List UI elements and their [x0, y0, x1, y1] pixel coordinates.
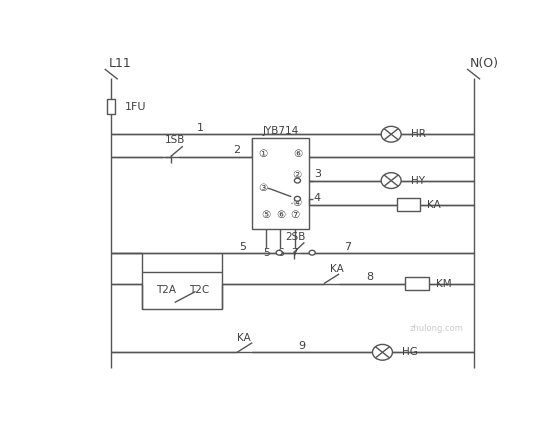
- Text: N(O): N(O): [469, 58, 498, 70]
- Text: 8: 8: [366, 273, 373, 282]
- Text: T2A: T2A: [156, 285, 176, 296]
- Text: 9: 9: [298, 341, 306, 351]
- Text: ⑦: ⑦: [290, 210, 300, 220]
- Text: HY: HY: [410, 176, 424, 186]
- Circle shape: [295, 178, 301, 183]
- Text: JYB714: JYB714: [263, 127, 298, 136]
- Text: 2SB: 2SB: [286, 232, 306, 242]
- Text: ①: ①: [259, 149, 268, 159]
- Text: 2: 2: [234, 145, 241, 155]
- Text: HG: HG: [402, 347, 418, 357]
- Circle shape: [276, 250, 282, 255]
- Text: 4: 4: [314, 194, 321, 203]
- Text: ④: ④: [292, 198, 301, 208]
- Circle shape: [381, 173, 401, 189]
- Bar: [396, 198, 421, 211]
- Text: 1SB: 1SB: [165, 135, 185, 145]
- Text: 6: 6: [277, 248, 284, 258]
- Circle shape: [295, 196, 301, 201]
- Text: 5: 5: [239, 242, 246, 252]
- Text: 7: 7: [344, 242, 351, 252]
- Text: HR: HR: [410, 129, 426, 139]
- Bar: [405, 277, 429, 290]
- Bar: [252, 138, 309, 229]
- Text: ③: ③: [259, 183, 268, 194]
- Text: KA: KA: [330, 264, 344, 274]
- Text: KA: KA: [237, 333, 250, 343]
- Text: 1FU: 1FU: [125, 102, 146, 112]
- Text: 1: 1: [197, 123, 204, 133]
- Text: ⑥: ⑥: [276, 210, 285, 220]
- Circle shape: [372, 344, 393, 360]
- Circle shape: [381, 126, 401, 142]
- Text: 3: 3: [314, 169, 321, 179]
- Text: ②: ②: [292, 170, 301, 181]
- Text: ⑤: ⑤: [262, 210, 271, 220]
- Text: ⑥: ⑥: [293, 149, 302, 159]
- Bar: [108, 99, 115, 115]
- Circle shape: [309, 250, 315, 255]
- Text: zhulong.com: zhulong.com: [410, 324, 464, 333]
- Bar: [142, 272, 222, 310]
- Text: 7: 7: [292, 248, 298, 258]
- Text: KA: KA: [427, 200, 441, 210]
- Text: KM: KM: [436, 279, 451, 289]
- Text: 5: 5: [263, 248, 269, 258]
- Text: L11: L11: [109, 58, 132, 70]
- Text: T2C: T2C: [189, 285, 209, 296]
